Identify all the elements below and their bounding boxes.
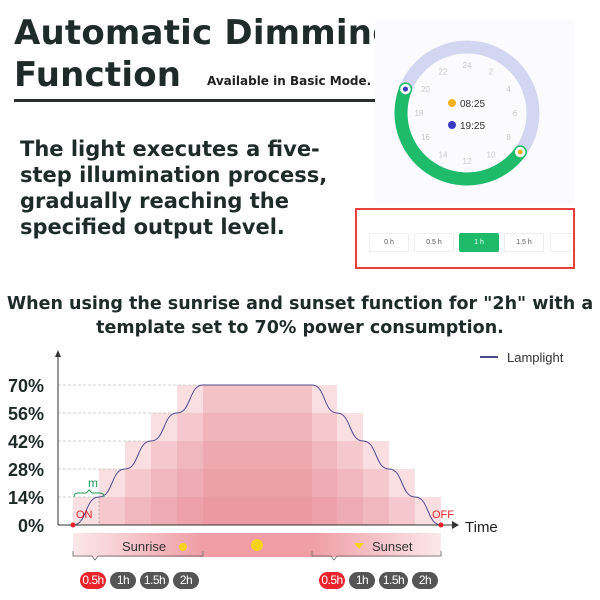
- sunset-icon: [448, 121, 456, 129]
- hour-label: 2: [489, 67, 494, 76]
- sunrise-handle-icon: [517, 149, 523, 155]
- duration-selector: 0 h 0.5 h 1 h 1.5 h: [355, 208, 575, 269]
- explanation-heading: When using the sunrise and sunset functi…: [6, 294, 594, 338]
- hour-label: 22: [439, 67, 448, 76]
- duration-option[interactable]: 0 h: [369, 233, 409, 252]
- active-arc: [394, 86, 526, 186]
- step-width-label: m: [88, 476, 98, 490]
- sunrise-durations-pill: 1h: [110, 572, 136, 589]
- sunrise-durations-pill: 0.5h: [80, 572, 106, 589]
- hour-label: 12: [463, 157, 472, 166]
- y-tick-label: 42%: [8, 432, 44, 452]
- plateau-bar: [203, 385, 312, 525]
- y-axis-arrow: [55, 350, 61, 357]
- description: The light executes a five-step illuminat…: [20, 137, 328, 239]
- sunset-durations-pill: 1h: [349, 572, 375, 589]
- x-axis-label: Time: [465, 519, 498, 536]
- hour-label: 16: [421, 133, 430, 142]
- sunrise-durations-pill: 1.5h: [140, 572, 169, 589]
- x-axis-arrow: [452, 521, 459, 529]
- mode-note: Available in Basic Mode.: [207, 74, 372, 88]
- duration-option[interactable]: 0.5 h: [414, 233, 454, 252]
- sunset-durations-pill: 0.5h: [319, 572, 345, 589]
- y-tick-label: 0%: [18, 516, 44, 536]
- dimming-chart: 0% 14% 28% 42% 56% 70% Time ON OFF m Lamplight Sunr…: [8, 350, 564, 561]
- level-bar: [73, 497, 441, 525]
- hour-label: 14: [439, 151, 448, 160]
- hour-label: 6: [513, 109, 518, 118]
- hour-label: 20: [421, 85, 430, 94]
- level-bar: [125, 441, 389, 525]
- duration-option-partial[interactable]: [550, 233, 573, 252]
- duration-option[interactable]: 1.5 h: [504, 233, 544, 252]
- lamplight-line: [72, 384, 442, 526]
- level-bar: [99, 469, 415, 525]
- sun-icon: [251, 539, 263, 551]
- y-tick-label: 56%: [8, 404, 44, 424]
- hour-label: 10: [487, 151, 496, 160]
- sunrise-icon: [448, 99, 456, 107]
- sunset-durations-pill: 1.5h: [379, 572, 408, 589]
- sunset-handle-icon: [402, 86, 408, 92]
- sunrise-durations-pill: 2h: [173, 572, 199, 589]
- hour-label: 4: [506, 85, 511, 94]
- y-tick-label: 14%: [8, 488, 44, 508]
- sunset-time: 19:25: [460, 121, 485, 132]
- hour-label: 8: [506, 133, 511, 142]
- level-bar: [177, 385, 337, 525]
- sunrise-time: 08:25: [460, 99, 485, 110]
- sunset-icon: [354, 543, 364, 549]
- y-tick-label: 28%: [8, 460, 44, 480]
- sunrise-label: Sunrise: [122, 539, 166, 554]
- off-label: OFF: [432, 509, 454, 521]
- title-line-2: Function: [14, 55, 182, 95]
- off-marker: [438, 522, 444, 528]
- hour-label: 18: [415, 109, 424, 118]
- on-label: ON: [76, 509, 93, 521]
- duration-option[interactable]: 1 h: [459, 233, 499, 252]
- sunset-brace: [311, 551, 442, 561]
- sunrise-icon: [179, 543, 187, 551]
- legend-label: Lamplight: [507, 350, 564, 365]
- on-marker: [70, 522, 76, 528]
- page-title: Automatic Dimming Function: [14, 12, 397, 96]
- y-tick-label: 70%: [8, 376, 44, 396]
- level-bar: [151, 413, 363, 525]
- title-divider: [14, 99, 375, 102]
- step-width-brace: [73, 489, 105, 498]
- sunrise-brace: [72, 551, 204, 561]
- hour-label: 24: [463, 61, 472, 70]
- sunset-durations-pill: 2h: [412, 572, 438, 589]
- sunset-label: Sunset: [372, 539, 413, 554]
- title-line-1: Automatic Dimming: [14, 13, 397, 53]
